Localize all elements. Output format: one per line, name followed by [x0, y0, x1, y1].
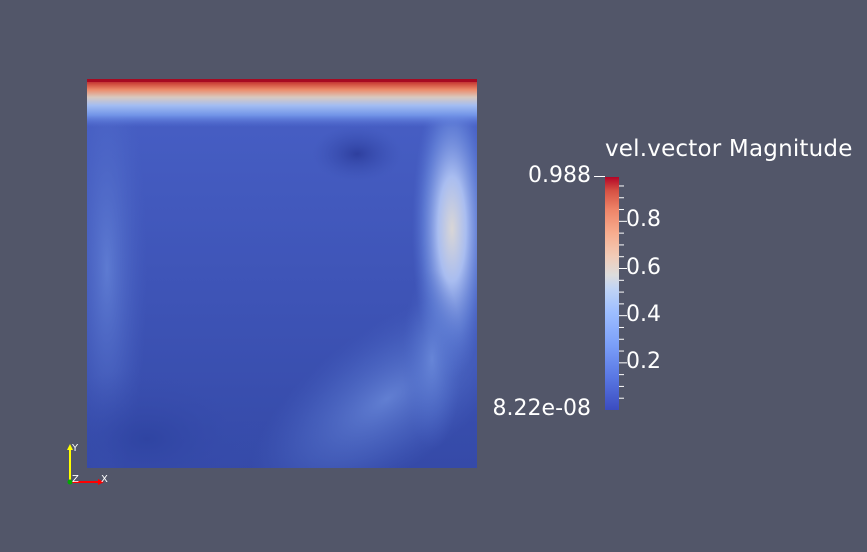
scalar-bar-max-label: 0.988 [528, 163, 591, 188]
scalar-bar-tick-label: 0.2 [626, 348, 661, 374]
velocity-field-surface[interactable] [87, 79, 477, 468]
scalar-bar-max-tick [594, 176, 605, 177]
orientation-axes: Y Z X [60, 440, 120, 490]
y-axis-label: Y [72, 443, 79, 454]
scalar-bar-tick-label: 0.6 [626, 254, 661, 280]
scalar-bar-min-label: 8.22e-08 [492, 396, 591, 421]
x-axis-label: X [101, 474, 108, 485]
scalar-bar-colorbar[interactable] [605, 177, 619, 410]
velocity-field-render [87, 79, 477, 468]
orientation-axes-glyph [67, 444, 104, 485]
z-axis-label: Z [72, 474, 79, 485]
scalar-bar-tick-label: 0.8 [626, 207, 661, 233]
scalar-bar-title: vel.vector Magnitude [605, 136, 853, 162]
z-axis-dot [67, 479, 73, 485]
scalar-bar-tick-label: 0.4 [626, 301, 661, 327]
scalar-bar-ticks [619, 185, 627, 399]
y-axis-arrowhead [67, 444, 73, 450]
x-axis-arrowhead [98, 479, 104, 485]
